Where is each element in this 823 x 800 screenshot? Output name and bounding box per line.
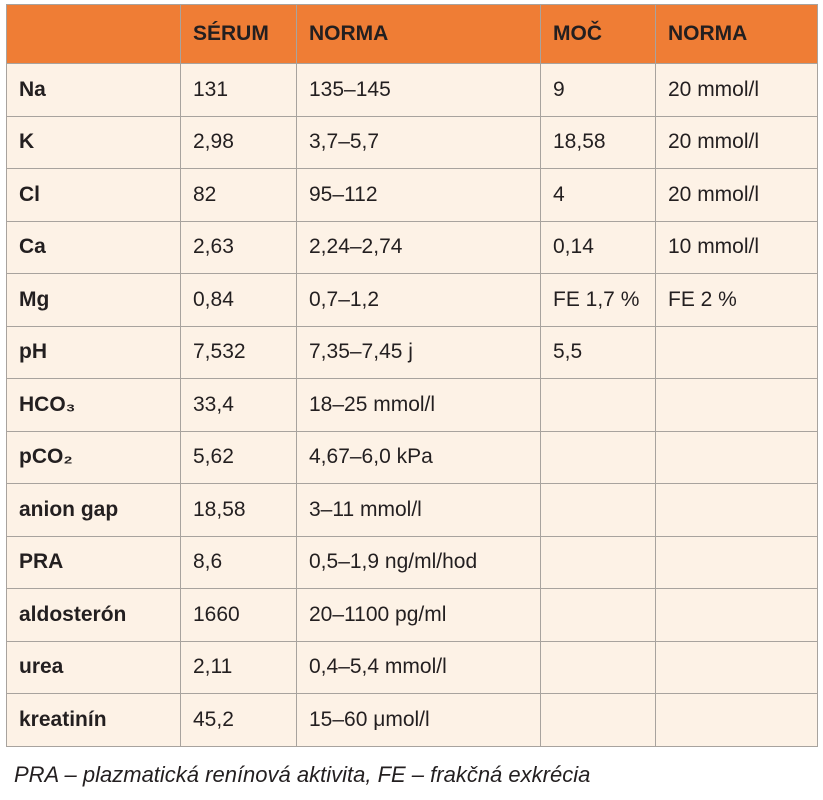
cell: 20 mmol/l (655, 63, 818, 117)
header-cell: SÉRUM (180, 4, 297, 64)
cell: 8,6 (180, 535, 297, 589)
row-label: Cl (6, 168, 181, 222)
cell: 3–11 mmol/l (296, 483, 541, 537)
cell: 7,532 (180, 325, 297, 379)
cell: 135–145 (296, 63, 541, 117)
empty-cell (655, 483, 818, 537)
cell: 2,24–2,74 (296, 220, 541, 274)
table-row: HCO₃ 33,4 18–25 mmol/l (6, 378, 818, 432)
row-label: Ca (6, 220, 181, 274)
header-cell (6, 4, 181, 64)
table-row: kreatinín 45,2 15–60 μmol/l (6, 693, 818, 747)
cell: 9 (540, 63, 656, 117)
table-row: Ca 2,63 2,24–2,74 0,14 10 mmol/l (6, 220, 818, 274)
empty-cell (655, 535, 818, 589)
cell: 82 (180, 168, 297, 222)
cell: 95–112 (296, 168, 541, 222)
cell: FE 1,7 % (540, 273, 656, 327)
header-cell: NORMA (655, 4, 818, 64)
row-label: Mg (6, 273, 181, 327)
cell: 18–25 mmol/l (296, 378, 541, 432)
empty-cell (540, 640, 656, 694)
empty-cell (540, 693, 656, 747)
empty-cell (655, 640, 818, 694)
cell: 1660 (180, 588, 297, 642)
empty-cell (655, 693, 818, 747)
row-label: kreatinín (6, 693, 181, 747)
row-label: K (6, 115, 181, 169)
row-label: anion gap (6, 483, 181, 537)
row-label: pCO₂ (6, 430, 181, 484)
row-label: pH (6, 325, 181, 379)
cell: 18,58 (540, 115, 656, 169)
cell: 5,5 (540, 325, 656, 379)
cell: 2,98 (180, 115, 297, 169)
cell: 20 mmol/l (655, 115, 818, 169)
table-row: Mg 0,84 0,7–1,2 FE 1,7 % FE 2 % (6, 273, 818, 327)
table-row: anion gap 18,58 3–11 mmol/l (6, 483, 818, 537)
cell: 0,7–1,2 (296, 273, 541, 327)
table-row: pH 7,532 7,35–7,45 j 5,5 (6, 325, 818, 379)
cell: 18,58 (180, 483, 297, 537)
cell: 0,84 (180, 273, 297, 327)
cell: 15–60 μmol/l (296, 693, 541, 747)
table-row: Cl 82 95–112 4 20 mmol/l (6, 168, 818, 222)
cell: 2,11 (180, 640, 297, 694)
cell: 10 mmol/l (655, 220, 818, 274)
empty-cell (540, 588, 656, 642)
cell: 45,2 (180, 693, 297, 747)
cell: 20 mmol/l (655, 168, 818, 222)
row-label: Na (6, 63, 181, 117)
cell: 0,5–1,9 ng/ml/hod (296, 535, 541, 589)
table-row: pCO₂ 5,62 4,67–6,0 kPa (6, 430, 818, 484)
empty-cell (540, 535, 656, 589)
empty-cell (540, 483, 656, 537)
table-row: PRA 8,6 0,5–1,9 ng/ml/hod (6, 535, 818, 589)
table-row: aldosterón 1660 20–1100 pg/ml (6, 588, 818, 642)
table-wrapper: SÉRUM NORMA MOČ NORMA Na 131 135–145 9 20 mmol/… (6, 4, 818, 747)
cell: 20–1100 pg/ml (296, 588, 541, 642)
cell: 5,62 (180, 430, 297, 484)
row-label: aldosterón (6, 588, 181, 642)
table-row: urea 2,11 0,4–5,4 mmol/l (6, 640, 818, 694)
cell: 0,14 (540, 220, 656, 274)
empty-cell (655, 588, 818, 642)
header-cell: NORMA (296, 4, 541, 64)
row-label: PRA (6, 535, 181, 589)
lab-table: SÉRUM NORMA MOČ NORMA Na 131 135–145 9 20 mmol/… (6, 4, 818, 747)
cell: 33,4 (180, 378, 297, 432)
cell: 4,67–6,0 kPa (296, 430, 541, 484)
caption: PRA – plazmatická renínová aktivita, FE … (14, 762, 591, 787)
table-row: K 2,98 3,7–5,7 18,58 20 mmol/l (6, 115, 818, 169)
empty-cell (655, 378, 818, 432)
cell: 0,4–5,4 mmol/l (296, 640, 541, 694)
empty-cell (540, 378, 656, 432)
row-label: HCO₃ (6, 378, 181, 432)
header-cell: MOČ (540, 4, 656, 64)
row-label: urea (6, 640, 181, 694)
cell: FE 2 % (655, 273, 818, 327)
empty-cell (655, 325, 818, 379)
empty-cell (540, 430, 656, 484)
table-body: Na 131 135–145 9 20 mmol/l K 2,98 3,7–5,7 18,58 2… (6, 63, 818, 747)
table-row: Na 131 135–145 9 20 mmol/l (6, 63, 818, 117)
cell: 131 (180, 63, 297, 117)
header-row: SÉRUM NORMA MOČ NORMA (6, 4, 818, 64)
cell: 7,35–7,45 j (296, 325, 541, 379)
cell: 4 (540, 168, 656, 222)
empty-cell (655, 430, 818, 484)
cell: 2,63 (180, 220, 297, 274)
cell: 3,7–5,7 (296, 115, 541, 169)
